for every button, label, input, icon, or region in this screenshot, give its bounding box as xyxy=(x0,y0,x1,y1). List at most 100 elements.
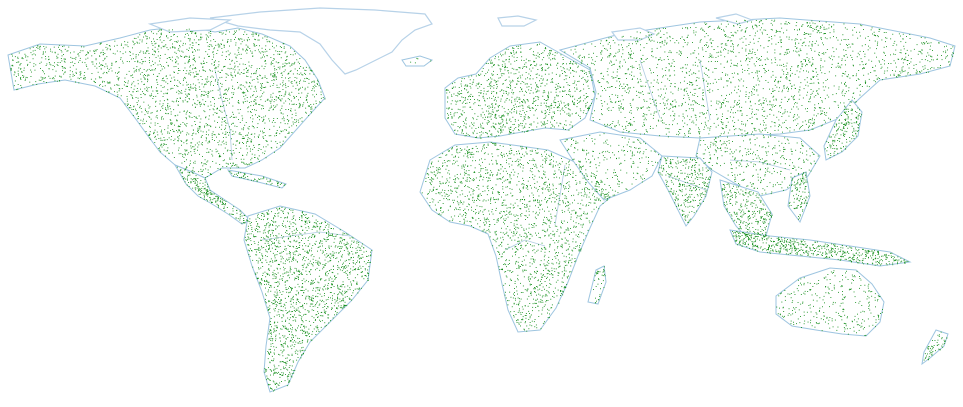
observation-point xyxy=(184,150,186,152)
observation-point xyxy=(535,82,536,84)
observation-point xyxy=(299,104,301,106)
observation-point xyxy=(148,87,150,88)
observation-point xyxy=(233,92,235,94)
observation-point xyxy=(329,292,331,293)
observation-point xyxy=(172,87,174,89)
observation-point xyxy=(306,77,307,79)
observation-point xyxy=(275,334,277,336)
observation-point xyxy=(556,94,558,96)
observation-point xyxy=(295,335,297,337)
observation-point xyxy=(306,252,308,253)
observation-point xyxy=(350,281,352,283)
observation-point xyxy=(155,135,156,137)
observation-point xyxy=(151,69,153,71)
observation-point xyxy=(299,232,301,234)
observation-point xyxy=(199,189,201,191)
observation-point xyxy=(192,181,194,182)
observation-point xyxy=(313,81,315,83)
observation-point xyxy=(269,239,271,241)
observation-point xyxy=(295,236,296,237)
observation-point xyxy=(119,88,121,90)
observation-point xyxy=(60,50,62,51)
observation-point xyxy=(137,104,138,106)
observation-point xyxy=(289,271,291,273)
observation-point xyxy=(275,384,276,385)
observation-point xyxy=(234,62,236,64)
observation-point xyxy=(200,118,202,120)
observation-point xyxy=(153,131,155,133)
observation-point xyxy=(475,85,477,87)
observation-point xyxy=(131,95,133,97)
observation-point xyxy=(311,309,313,311)
observation-point xyxy=(187,93,189,95)
observation-point xyxy=(253,127,255,129)
observation-point xyxy=(586,101,588,103)
observation-point xyxy=(75,73,77,74)
observation-point xyxy=(321,243,323,245)
observation-point xyxy=(591,99,593,100)
observation-point xyxy=(270,96,272,98)
observation-point xyxy=(252,95,253,97)
observation-point xyxy=(592,91,594,92)
observation-point xyxy=(175,52,177,54)
observation-point xyxy=(554,102,556,104)
observation-point xyxy=(330,269,332,270)
observation-point xyxy=(142,75,144,77)
observation-point xyxy=(250,101,252,103)
observation-point xyxy=(315,334,317,335)
observation-point xyxy=(167,125,169,127)
observation-point xyxy=(542,92,544,94)
observation-point xyxy=(94,51,96,53)
observation-point xyxy=(135,57,137,59)
observation-point xyxy=(61,51,63,53)
observation-point xyxy=(261,278,263,279)
observation-point xyxy=(269,307,271,309)
observation-point xyxy=(231,153,233,155)
observation-point xyxy=(87,52,89,54)
observation-point xyxy=(567,94,569,95)
observation-point xyxy=(461,129,463,130)
observation-point xyxy=(193,39,195,41)
observation-point xyxy=(178,138,180,140)
observation-point xyxy=(69,74,71,76)
observation-point xyxy=(281,118,283,120)
observation-point xyxy=(216,108,218,110)
observation-point xyxy=(288,80,290,82)
observation-point xyxy=(223,93,224,95)
observation-point xyxy=(319,101,320,103)
observation-point xyxy=(310,273,311,275)
observation-point xyxy=(128,70,130,72)
observation-point xyxy=(230,72,232,74)
observation-point xyxy=(249,255,251,257)
observation-point xyxy=(254,178,255,180)
observation-point xyxy=(276,289,278,291)
observation-point xyxy=(272,271,274,273)
observation-point xyxy=(477,87,479,89)
observation-point xyxy=(99,55,101,57)
observation-point xyxy=(495,117,497,119)
observation-point xyxy=(308,67,310,69)
observation-point xyxy=(309,105,310,107)
observation-point xyxy=(547,95,549,97)
observation-point xyxy=(284,362,286,363)
observation-point xyxy=(284,248,285,250)
observation-point xyxy=(267,306,269,308)
observation-point xyxy=(305,107,307,109)
observation-point xyxy=(59,80,61,82)
observation-point xyxy=(255,34,257,35)
observation-point xyxy=(311,70,313,72)
observation-point xyxy=(278,212,280,214)
observation-point xyxy=(552,53,554,55)
observation-point xyxy=(270,250,272,252)
observation-point xyxy=(279,95,281,97)
observation-point xyxy=(264,127,265,129)
observation-point xyxy=(248,86,250,88)
observation-point xyxy=(256,95,258,97)
observation-point xyxy=(294,311,296,312)
observation-point xyxy=(305,70,307,71)
observation-point xyxy=(191,31,193,33)
observation-point xyxy=(319,263,321,265)
observation-point xyxy=(328,247,330,249)
observation-point xyxy=(143,84,145,85)
observation-point xyxy=(193,58,195,60)
